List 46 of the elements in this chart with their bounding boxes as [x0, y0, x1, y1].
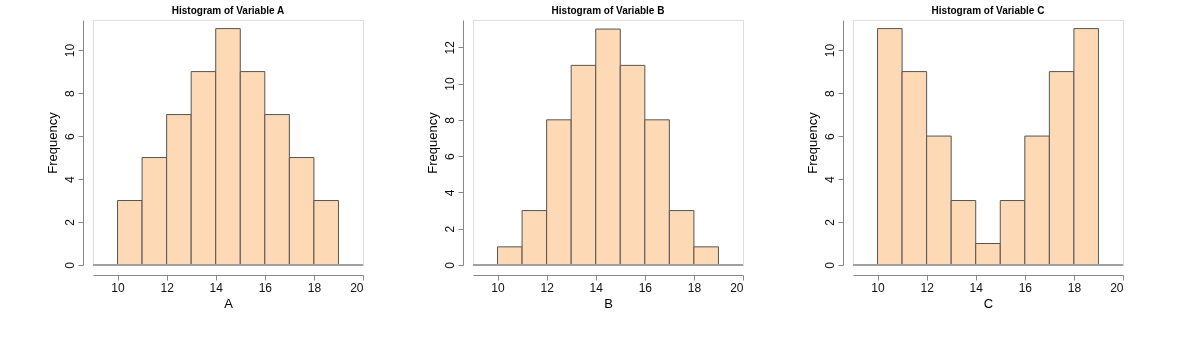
y-axis-title: Frequency [424, 111, 440, 174]
y-tick-label: 10 [442, 77, 457, 91]
x-tick-label: 12 [920, 280, 935, 295]
y-tick-label: 4 [442, 189, 457, 197]
chart-title: Histogram of Variable B [551, 5, 665, 16]
x-tick-label: 16 [638, 280, 653, 295]
x-tick-label: 16 [258, 280, 273, 295]
y-tick-label: 6 [822, 132, 837, 140]
y-tick-label: 0 [62, 261, 77, 269]
x-tick-label: 10 [871, 280, 886, 295]
x-tick-label: 20 [730, 280, 744, 295]
y-tick-label: 2 [442, 225, 457, 233]
x-tick-label: 18 [307, 280, 322, 295]
y-tick-label: 10 [822, 43, 837, 58]
chart-title: Histogram of Variable A [171, 5, 285, 16]
y-tick-label: 8 [822, 89, 837, 97]
x-tick-label: 16 [1018, 280, 1033, 295]
x-tick-label: 14 [209, 280, 224, 295]
y-tick-label: 4 [62, 175, 77, 183]
x-tick-label: 14 [969, 280, 984, 295]
x-tick-label: 12 [160, 280, 175, 295]
chart-title: Histogram of Variable C [931, 5, 1045, 16]
y-tick-label: 6 [62, 132, 77, 140]
x-tick-label: 20 [350, 280, 364, 295]
x-axis-title: A [224, 295, 234, 311]
y-tick-label: 2 [822, 218, 837, 226]
y-axis-title: Frequency [804, 111, 820, 174]
x-tick-label: 20 [1110, 280, 1124, 295]
y-axis-title: Frequency [44, 111, 60, 174]
x-axis-title: C [983, 295, 994, 311]
y-tick-label: 12 [442, 40, 457, 55]
y-tick-label: 10 [62, 43, 77, 58]
x-tick-label: 18 [1067, 280, 1082, 295]
y-tick-label: 2 [62, 218, 77, 226]
y-tick-label: 4 [822, 175, 837, 183]
y-tick-label: 8 [62, 89, 77, 97]
y-tick-label: 8 [442, 116, 457, 124]
y-tick-label: 0 [822, 261, 837, 269]
x-tick-label: 10 [111, 280, 126, 295]
y-tick-label: 0 [442, 261, 457, 269]
x-tick-label: 10 [491, 280, 506, 295]
x-tick-label: 14 [589, 280, 604, 295]
x-tick-label: 18 [687, 280, 702, 295]
y-tick-label: 6 [442, 152, 457, 160]
x-tick-label: 12 [540, 280, 555, 295]
x-axis-title: B [604, 295, 613, 311]
